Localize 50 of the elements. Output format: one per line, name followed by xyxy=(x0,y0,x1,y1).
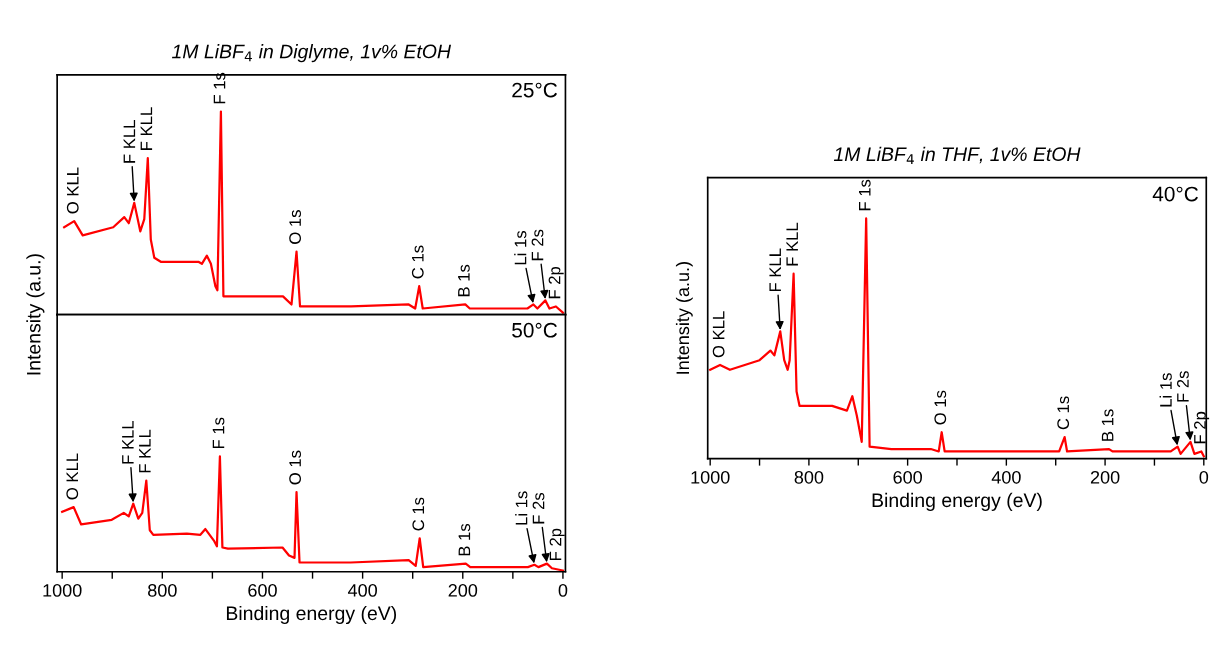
annotation: F KLL xyxy=(140,107,153,150)
annotation: F KLL xyxy=(786,222,798,266)
text: 50°C xyxy=(512,322,558,338)
annotation: O KLL xyxy=(66,453,79,500)
annotation: B 1s xyxy=(1101,409,1114,441)
x-tick-label: 800 xyxy=(148,583,177,597)
annotation: O KLL xyxy=(66,167,79,214)
annotation: Li 1s xyxy=(1159,373,1172,407)
x-tick-label: 1000 xyxy=(43,583,82,597)
annotation: F KLL xyxy=(122,420,134,464)
x-tick-label: 600 xyxy=(893,470,922,484)
x-tick-label: 400 xyxy=(347,583,377,597)
x-tick-label: 600 xyxy=(248,583,277,597)
x-tick-label: 0 xyxy=(558,583,568,597)
chart-title: 1M LiBF$_{4}$ in THF, 1v% EtOH xyxy=(833,146,1081,165)
annotation: F 2p xyxy=(549,528,565,560)
x-tick-label: 200 xyxy=(1090,470,1120,484)
x-axis-title: Binding energy (eV) xyxy=(872,492,1042,511)
annotation: F 1s xyxy=(859,179,871,211)
annotation: F 2p xyxy=(1194,411,1210,444)
annotation: O 1s xyxy=(289,450,301,485)
x-tick-label: 400 xyxy=(991,470,1021,484)
text: 25°C xyxy=(512,82,558,98)
annotation: C 1s xyxy=(1057,396,1070,430)
x-tick-label: 800 xyxy=(794,470,824,484)
annotation: F 2s xyxy=(532,492,545,524)
y-axis-title: Intensity (a.u.) xyxy=(675,262,693,374)
annotation: O KLL xyxy=(712,311,725,358)
annotation: F KLL xyxy=(769,248,781,292)
chart-title: 1M LiBF$_{4}$ in Diglyme, 1v% EtOH xyxy=(171,44,452,63)
annotation: O 1s xyxy=(934,390,947,425)
annotation: B 1s xyxy=(458,523,471,556)
annotation: F KLL xyxy=(123,120,136,163)
annotation: C 1s xyxy=(411,245,424,279)
annotation: Li 1s xyxy=(515,491,528,525)
annotation: B 1s xyxy=(458,264,470,297)
annotation: F 2s xyxy=(1177,371,1189,402)
x-axis-title: Binding energy (eV) xyxy=(226,605,397,625)
annotation: F 2s xyxy=(531,229,544,261)
text: 40°C xyxy=(1152,186,1198,202)
annotation: F 2p xyxy=(548,266,564,299)
annotation: C 1s xyxy=(412,497,425,531)
annotation: Li 1s xyxy=(514,230,527,265)
annotation: F KLL xyxy=(139,429,151,473)
annotation: O 1s xyxy=(289,210,301,244)
x-tick-label: 0 xyxy=(1199,470,1209,484)
y-axis-title: Intensity (a.u.) xyxy=(26,254,45,375)
x-tick-label: 200 xyxy=(448,583,478,597)
x-tick-label: 1000 xyxy=(691,470,730,484)
annotation: F 1s xyxy=(212,417,225,449)
